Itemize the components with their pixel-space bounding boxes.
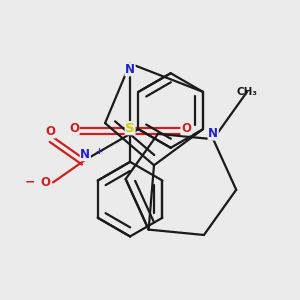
Text: S: S <box>125 122 135 135</box>
Text: O: O <box>41 176 51 189</box>
Text: N: N <box>80 148 90 160</box>
Text: O: O <box>69 122 79 135</box>
Text: +: + <box>95 147 102 156</box>
Text: CH₃: CH₃ <box>236 87 257 97</box>
Text: −: − <box>25 176 35 189</box>
Text: N: N <box>125 63 135 76</box>
Text: O: O <box>181 122 191 135</box>
Text: N: N <box>208 127 218 140</box>
Text: O: O <box>45 125 55 138</box>
